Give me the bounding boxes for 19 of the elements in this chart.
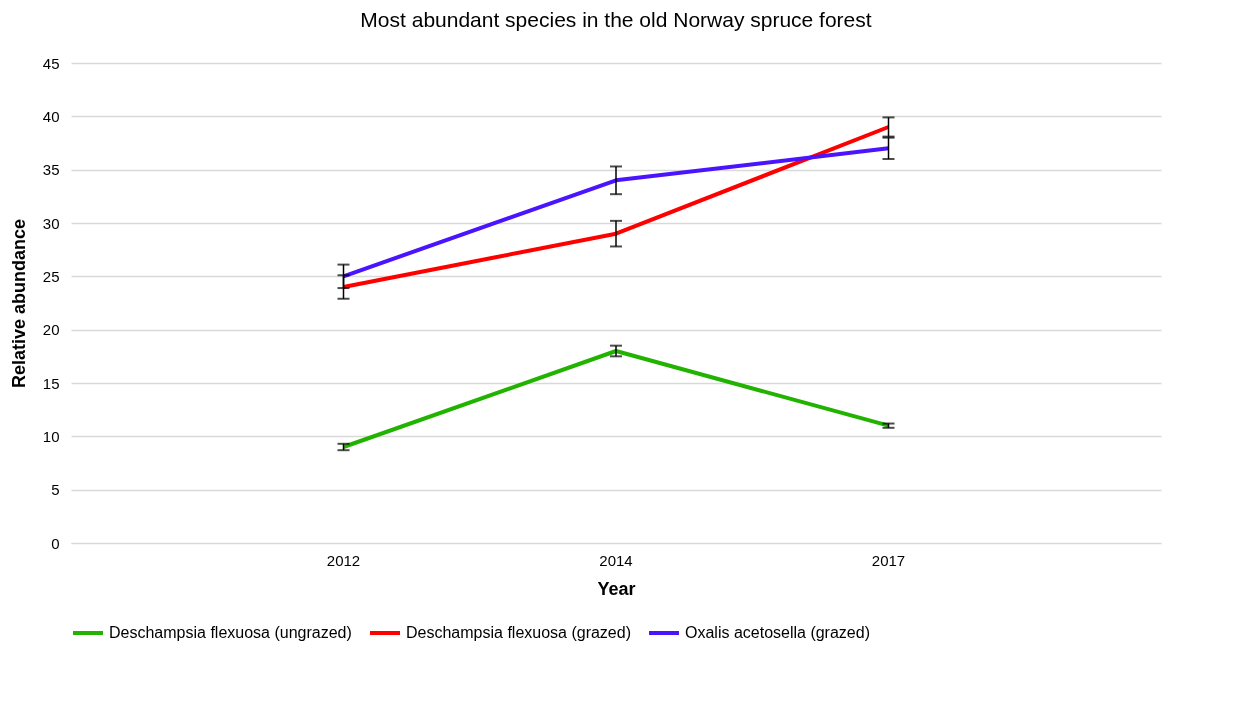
y-tick-label: 35: [42, 161, 60, 179]
y-tick-label: 25: [42, 267, 60, 285]
y-tick-label: 20: [42, 321, 60, 339]
legend-label: Deschampsia flexuosa (grazed): [406, 624, 631, 641]
y-tick-label: 10: [42, 427, 60, 445]
y-axis-title: Relative abundance: [8, 218, 29, 389]
x-axis-title: Year: [597, 578, 636, 599]
x-tick-label: 2012: [326, 551, 361, 569]
x-tick-label: 2014: [599, 551, 633, 569]
y-tick-label: 15: [42, 374, 60, 392]
legend-label: Deschampsia flexuosa (ungrazed): [109, 624, 352, 641]
y-tick-label: 45: [42, 54, 60, 72]
legend-label: Oxalis acetosella (grazed): [685, 624, 870, 641]
y-tick-label: 0: [51, 534, 60, 552]
chart-title: Most abundant species in the old Norway spruce forest: [360, 8, 872, 31]
y-tick-label: 30: [42, 214, 60, 232]
y-tick-label: 5: [51, 481, 60, 499]
y-tick-label: 40: [42, 107, 60, 125]
x-tick-label: 2017: [871, 551, 906, 569]
